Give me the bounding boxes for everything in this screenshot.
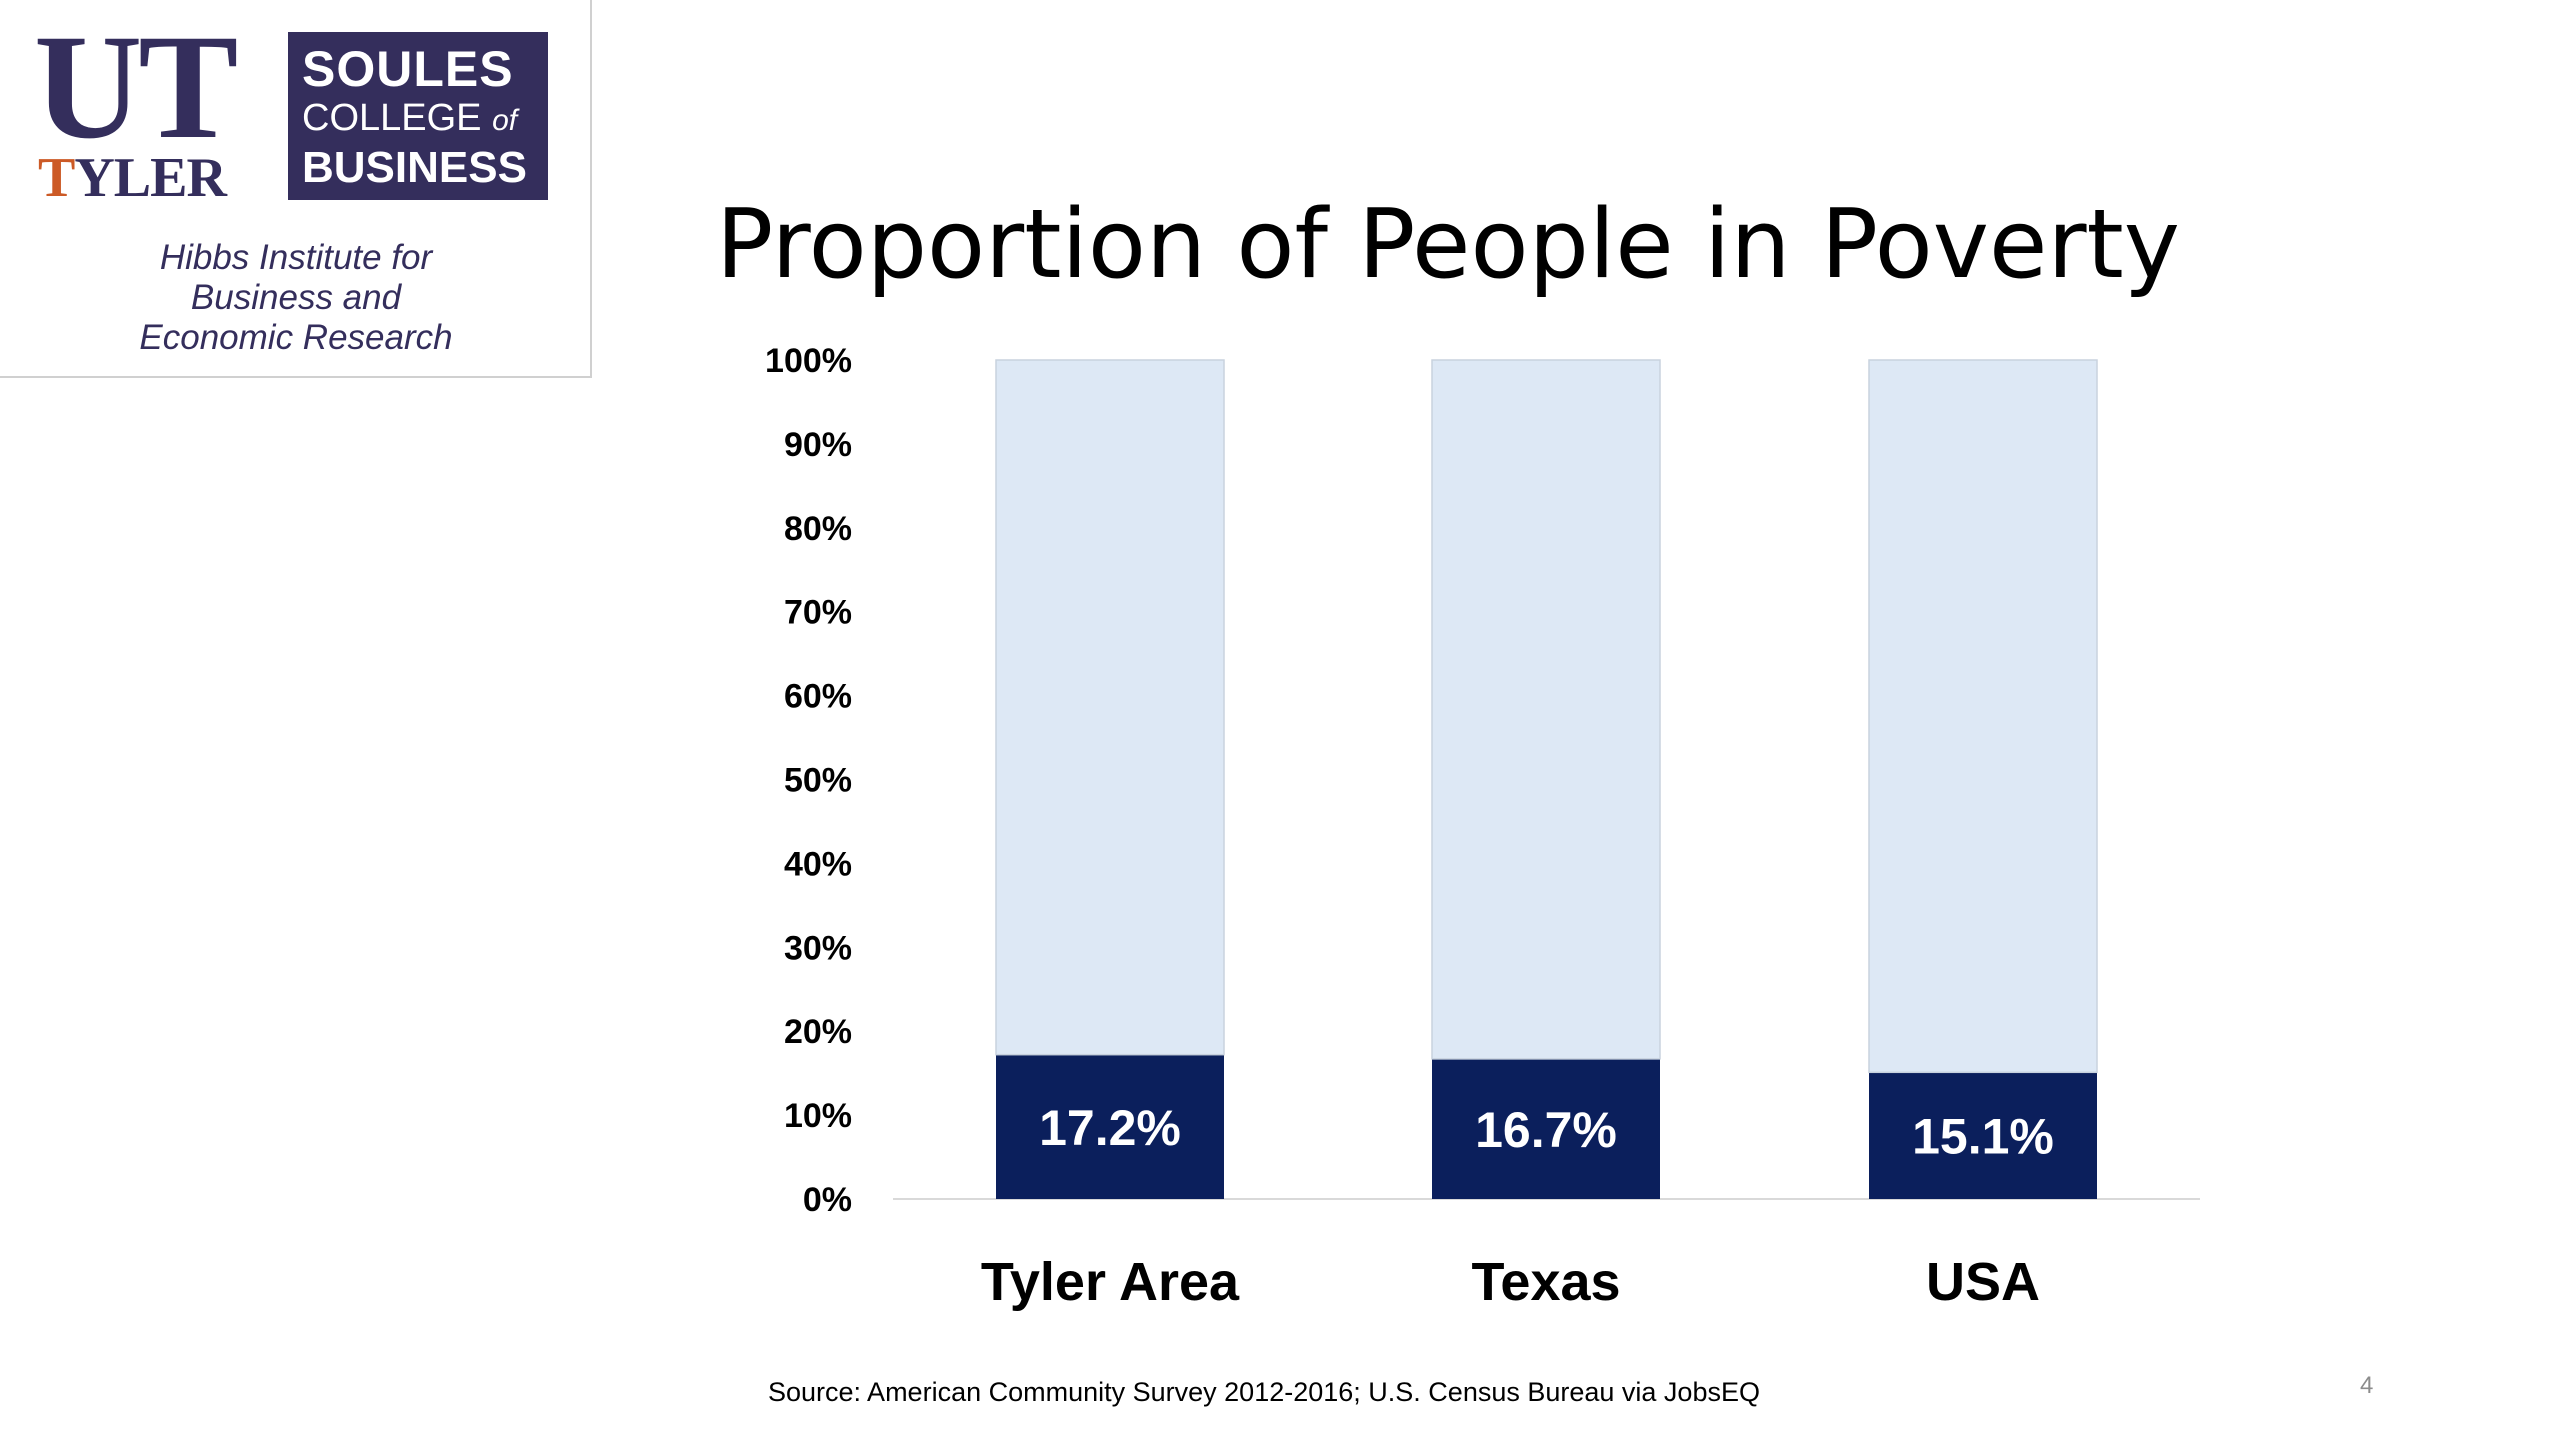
bar-remainder	[995, 359, 1225, 1056]
tyler-t-accent: T	[38, 147, 75, 209]
y-tick-label: 20%	[784, 1013, 852, 1051]
x-category-label: Texas	[1471, 1252, 1620, 1312]
bar-value-label: 17.2%	[1039, 1100, 1181, 1156]
bar-value-label: 16.7%	[1475, 1102, 1617, 1158]
institute-line2: Business and	[190, 278, 402, 317]
institute-line3: Economic Research	[139, 318, 453, 357]
soules-college-logo: SOULES COLLEGE of BUSINESS	[288, 32, 548, 200]
category-labels: Tyler Area Texas USA	[981, 1252, 2040, 1312]
value-labels: 17.2% 16.7% 15.1%	[1039, 1100, 2054, 1165]
bar-remainder	[1868, 359, 2098, 1074]
college-line1: SOULES	[302, 41, 514, 97]
institute-line1: Hibbs Institute for	[159, 238, 433, 277]
page-number: 4	[2360, 1372, 2374, 1399]
y-tick-label: 10%	[784, 1097, 852, 1135]
ut-tyler-logo: UT TYLER	[34, 4, 264, 206]
y-tick-label: 30%	[784, 929, 852, 967]
bar-poverty	[1869, 1072, 2097, 1199]
college-of: of	[492, 104, 518, 137]
y-tick-label: 40%	[784, 845, 852, 883]
x-category-label: USA	[1926, 1252, 2040, 1312]
college-line2: COLLEGE of	[302, 96, 538, 143]
logo-block: UT TYLER SOULES COLLEGE of BUSINESS Hibb…	[0, 0, 592, 378]
tyler-rest: YLER	[74, 147, 227, 209]
y-tick-label: 60%	[784, 678, 852, 716]
college-line3: BUSINESS	[302, 143, 527, 192]
x-category-label: Tyler Area	[981, 1252, 1240, 1312]
y-tick-label: 80%	[784, 510, 852, 548]
y-tick-label: 50%	[784, 762, 852, 800]
y-tick-label: 90%	[784, 426, 852, 464]
bar-remainder	[1431, 359, 1661, 1060]
y-tick-label: 100%	[765, 342, 852, 380]
y-tick-label: 70%	[784, 594, 852, 632]
y-axis-labels: 0% 10% 20% 30% 40% 50% 60% 70% 80% 90% 100%	[765, 342, 852, 1219]
bar-value-label: 15.1%	[1912, 1109, 2054, 1165]
tyler-word: TYLER	[38, 147, 227, 209]
bar-poverty	[996, 1054, 1224, 1199]
y-tick-label: 0%	[803, 1181, 852, 1219]
bars	[995, 359, 2098, 1199]
college-word: COLLEGE	[302, 97, 482, 139]
institute-name: Hibbs Institute for Business and Economi…	[0, 238, 592, 358]
chart-title: Proportion of People in Poverty	[716, 190, 2180, 300]
ut-letters: UT	[34, 4, 238, 170]
source-note: Source: American Community Survey 2012-2…	[768, 1377, 1760, 1407]
bar-poverty	[1432, 1058, 1660, 1199]
